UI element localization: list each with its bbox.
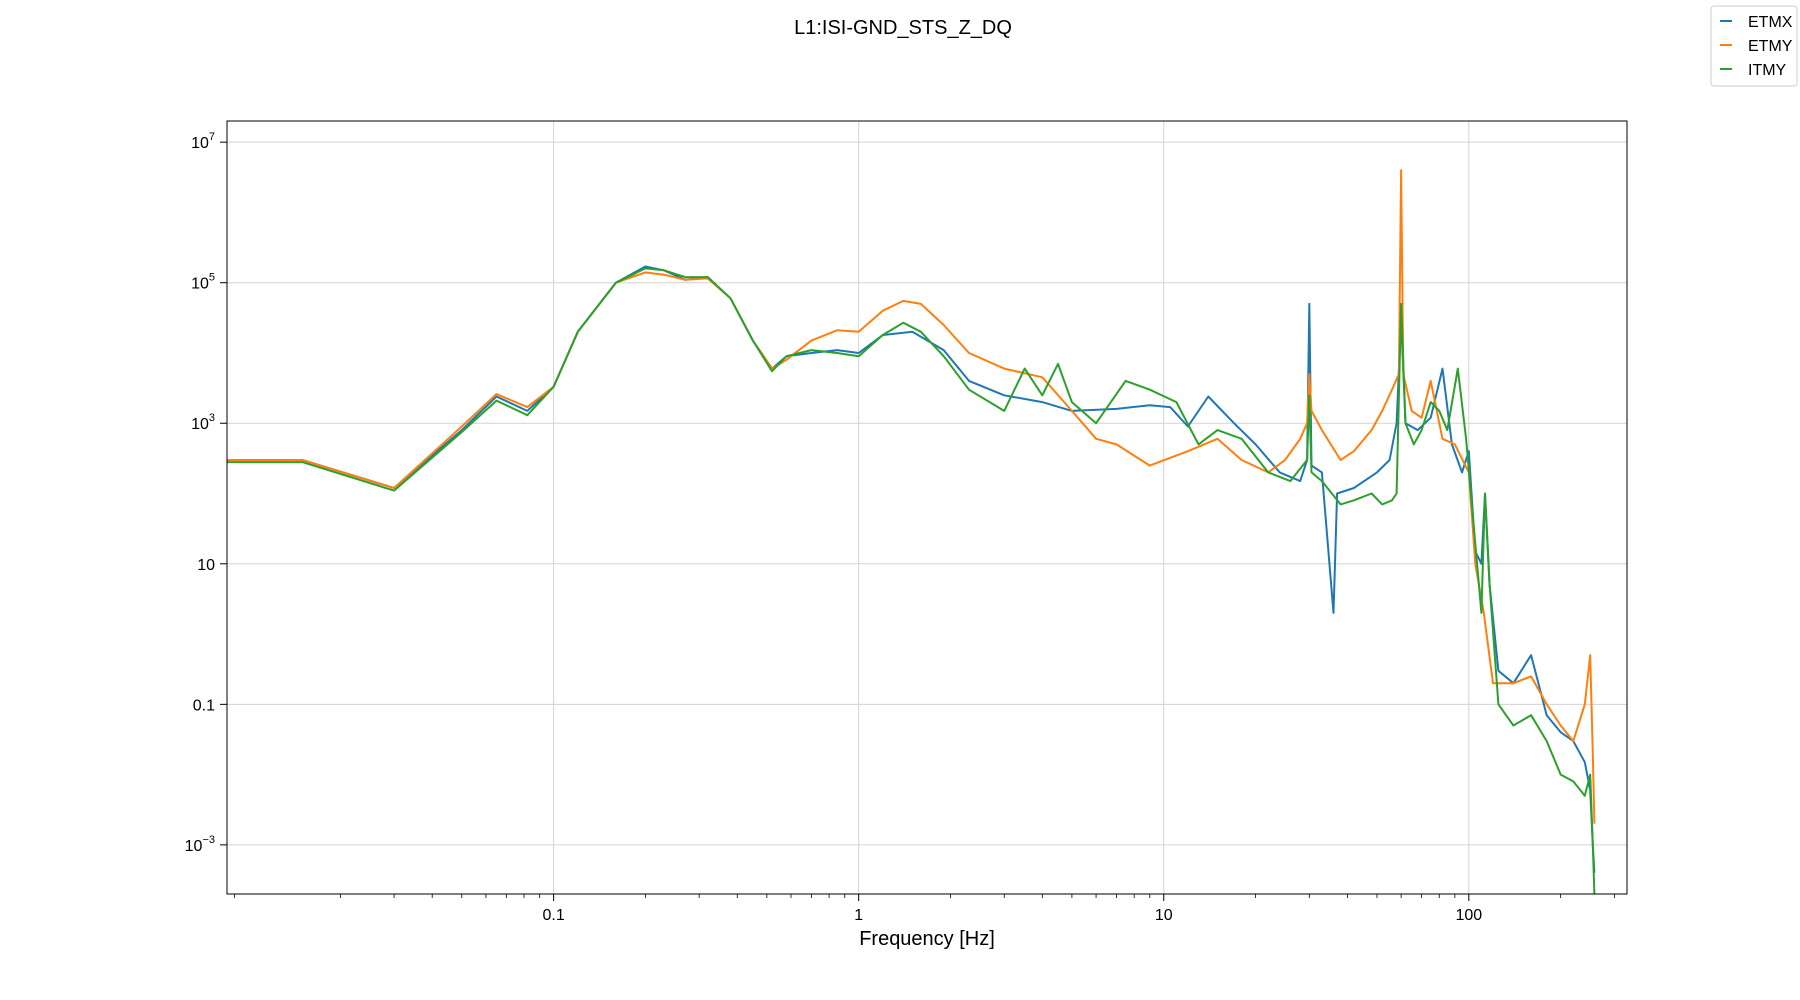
- legend-box: [1710, 5, 1798, 87]
- x-axis-ticks: 0.1 1 10 100: [542, 894, 1482, 924]
- x-tick-label: 1: [854, 907, 863, 924]
- y-tick-label: 10: [197, 557, 215, 574]
- legend-item-itmy[interactable]: ITMY: [1720, 62, 1787, 79]
- series-line-etmy: [227, 169, 1596, 824]
- series-line-itmy: [227, 267, 1596, 895]
- minor-ticks: [234, 894, 1615, 898]
- chart-title: L1:ISI-GND_STS_Z_DQ: [794, 17, 1012, 39]
- legend-label: ETMY: [1748, 38, 1793, 55]
- legend-label: ITMY: [1748, 62, 1787, 79]
- y-tick-label: 0.1: [193, 697, 215, 714]
- legend-item-etmx[interactable]: ETMX: [1720, 14, 1793, 31]
- legend-item-etmy[interactable]: ETMY: [1720, 38, 1793, 55]
- legend[interactable]: ETMX ETMY ITMY: [1710, 5, 1798, 87]
- x-tick-label: 10: [1155, 907, 1173, 924]
- series-group: [227, 169, 1596, 895]
- plot-frame: [226, 120, 1628, 895]
- x-tick-label: 100: [1455, 907, 1482, 924]
- legend-label: ETMX: [1748, 14, 1793, 31]
- x-tick-label: 0.1: [542, 907, 564, 924]
- x-axis-label: Frequency [Hz]: [859, 928, 995, 950]
- grid-lines: [227, 121, 1627, 894]
